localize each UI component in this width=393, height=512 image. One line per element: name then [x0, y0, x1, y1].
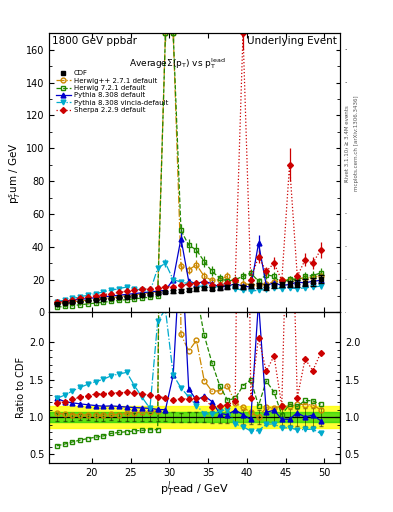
Legend: CDF, Herwig++ 2.7.1 default, Herwig 7.2.1 default, Pythia 8.308 default, Pythia : CDF, Herwig++ 2.7.1 default, Herwig 7.2.… — [55, 70, 168, 113]
Text: Average$\Sigma$(p$_\mathsf{T}$) vs p$_\mathsf{T}^\mathsf{lead}$: Average$\Sigma$(p$_\mathsf{T}$) vs p$_\m… — [129, 56, 226, 71]
Text: Underlying Event: Underlying Event — [247, 36, 337, 46]
Y-axis label: Ratio to CDF: Ratio to CDF — [16, 357, 26, 418]
Text: Rivet 3.1.10, ≥ 3.4M events: Rivet 3.1.10, ≥ 3.4M events — [345, 105, 350, 182]
Text: 1800 GeV ppbar: 1800 GeV ppbar — [52, 36, 137, 46]
Bar — [49, 406, 340, 428]
Bar — [49, 412, 340, 422]
X-axis label: p$_T^l$ead / GeV: p$_T^l$ead / GeV — [160, 480, 229, 499]
Text: mcplots.cern.ch [arXiv:1306.3436]: mcplots.cern.ch [arXiv:1306.3436] — [354, 96, 359, 191]
Y-axis label: p$_T^s$um / GeV: p$_T^s$um / GeV — [7, 142, 23, 204]
